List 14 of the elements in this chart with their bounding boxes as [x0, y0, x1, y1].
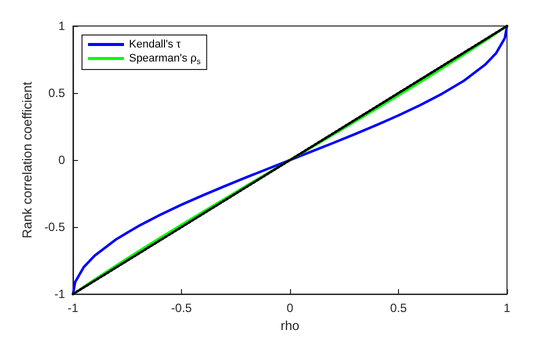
y-tick-label: 1 — [58, 19, 66, 33]
x-axis-title: rho — [280, 318, 300, 333]
y-tick-label: 0 — [58, 153, 66, 168]
x-tick-label: 1 — [504, 301, 511, 316]
y-axis-title: Rank correlation coefficient — [19, 81, 34, 238]
x-tick-label: 0.5 — [390, 301, 408, 316]
line-series — [72, 24, 508, 296]
legend-label: Kendall's τ — [129, 38, 182, 50]
y-tick-label: -0.5 — [44, 220, 66, 234]
y-tick-label: -1 — [54, 287, 66, 302]
x-tick-label: -0.5 — [171, 301, 192, 316]
y-tick-label: 0.5 — [48, 86, 66, 100]
x-tick-label: 0 — [286, 301, 294, 316]
x-tick-label: -1 — [68, 301, 79, 316]
